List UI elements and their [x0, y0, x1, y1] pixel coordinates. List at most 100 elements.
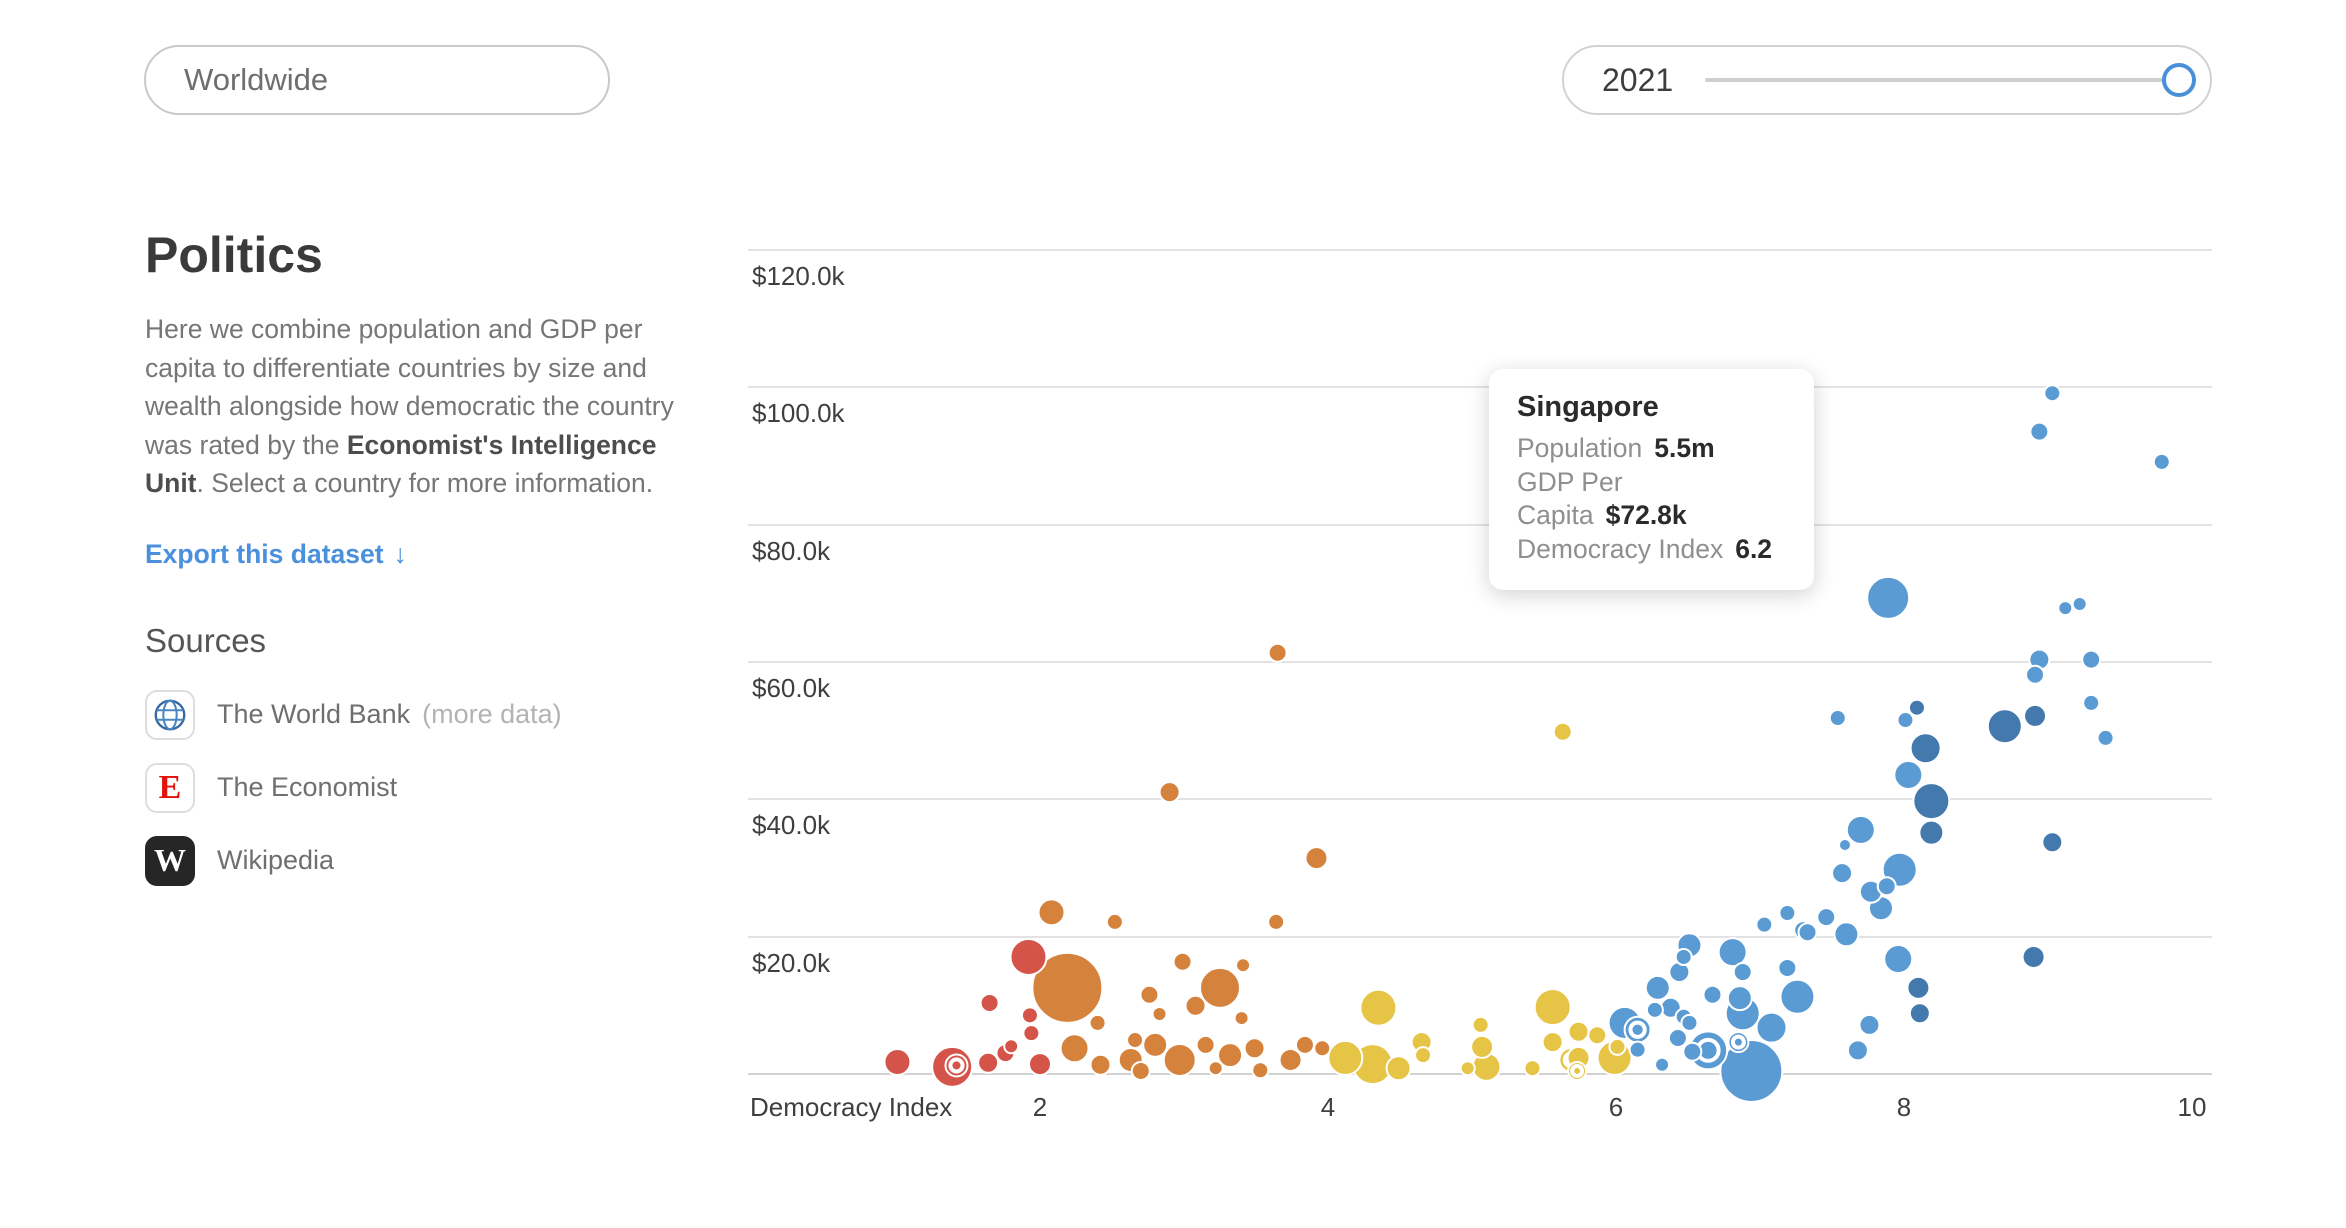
- country-bubble[interactable]: [2082, 693, 2101, 712]
- country-bubble[interactable]: [1846, 1039, 1869, 1062]
- country-bubble[interactable]: [1233, 1010, 1250, 1027]
- country-bubble[interactable]: [883, 1048, 912, 1077]
- country-bubble[interactable]: [948, 1057, 965, 1074]
- country-bubble[interactable]: [1726, 985, 1753, 1012]
- country-bubble[interactable]: [1667, 1027, 1688, 1048]
- country-bubble[interactable]: [1816, 907, 1837, 928]
- country-bubble[interactable]: [1089, 1053, 1112, 1076]
- country-bubble[interactable]: [1730, 1034, 1746, 1050]
- country-bubble[interactable]: [1587, 1025, 1608, 1046]
- country-bubble[interactable]: [1207, 1060, 1224, 1077]
- country-bubble[interactable]: [2071, 596, 2088, 613]
- country-bubble[interactable]: [1567, 1020, 1590, 1043]
- country-bubble[interactable]: [2023, 703, 2048, 728]
- country-bubble[interactable]: [1105, 912, 1124, 931]
- source-more-data-link[interactable]: (more data): [422, 699, 562, 730]
- country-bubble[interactable]: [1139, 984, 1160, 1005]
- country-bubble[interactable]: [1459, 1060, 1476, 1077]
- country-bubble[interactable]: [1654, 1056, 1671, 1073]
- country-bubble[interactable]: [1986, 708, 2023, 745]
- region-selector[interactable]: Worldwide: [144, 45, 610, 115]
- country-bubble[interactable]: [1172, 951, 1193, 972]
- country-bubble[interactable]: [1199, 966, 1241, 1009]
- country-bubble[interactable]: [1719, 1038, 1784, 1103]
- country-bubble[interactable]: [1570, 1063, 1585, 1078]
- country-bubble[interactable]: [1778, 904, 1797, 923]
- country-bubble[interactable]: [1907, 698, 1926, 717]
- country-bubble[interactable]: [1385, 1055, 1412, 1082]
- source-item-economist[interactable]: E The Economist: [145, 762, 685, 813]
- country-bubble[interactable]: [1876, 876, 1897, 897]
- country-bubble[interactable]: [1031, 951, 1104, 1024]
- country-bubble[interactable]: [1471, 1015, 1490, 1034]
- country-bubble[interactable]: [1845, 814, 1876, 845]
- country-bubble[interactable]: [1828, 708, 1847, 727]
- country-bubble[interactable]: [1009, 937, 1048, 976]
- country-bubble[interactable]: [1918, 819, 1945, 846]
- country-bubble[interactable]: [1779, 978, 1816, 1015]
- country-bubble[interactable]: [1470, 1034, 1495, 1059]
- country-bubble[interactable]: [1304, 846, 1329, 871]
- year-slider-handle[interactable]: [2162, 63, 2196, 97]
- country-bubble[interactable]: [1552, 721, 1573, 742]
- country-bubble[interactable]: [1909, 732, 1942, 765]
- country-bubble[interactable]: [1158, 781, 1181, 804]
- country-bubble[interactable]: [977, 1051, 1000, 1074]
- country-bubble[interactable]: [1858, 1013, 1881, 1036]
- country-bubble[interactable]: [1893, 759, 1924, 790]
- source-item-wikipedia[interactable]: W Wikipedia: [145, 835, 685, 886]
- country-bubble[interactable]: [2043, 384, 2062, 403]
- country-bubble[interactable]: [1130, 1060, 1151, 1081]
- country-bubble[interactable]: [979, 992, 1000, 1013]
- country-bubble[interactable]: [1755, 1011, 1788, 1044]
- country-bubble[interactable]: [1294, 1034, 1315, 1055]
- export-dataset-link[interactable]: Export this dataset ↓: [145, 539, 407, 570]
- country-bubble[interactable]: [1755, 915, 1774, 934]
- country-bubble[interactable]: [1533, 988, 1572, 1027]
- country-bubble[interactable]: [1313, 1039, 1332, 1058]
- country-bubble[interactable]: [1142, 1031, 1169, 1058]
- country-bubble[interactable]: [1022, 1024, 1041, 1043]
- country-bubble[interactable]: [1644, 974, 1671, 1001]
- country-bubble[interactable]: [1003, 1038, 1020, 1055]
- country-bubble[interactable]: [1628, 1020, 1647, 1039]
- source-item-world-bank[interactable]: The World Bank (more data): [145, 689, 685, 740]
- country-bubble[interactable]: [1883, 944, 1914, 975]
- country-bubble[interactable]: [1327, 1039, 1364, 1076]
- country-bubble[interactable]: [2096, 728, 2115, 747]
- country-bubble[interactable]: [2152, 452, 2171, 471]
- country-bubble[interactable]: [1906, 975, 1931, 1000]
- country-bubble[interactable]: [1777, 957, 1798, 978]
- country-bubble[interactable]: [1523, 1059, 1542, 1078]
- country-bubble[interactable]: [1732, 962, 1753, 983]
- country-bubble[interactable]: [2029, 421, 2050, 442]
- country-bubble[interactable]: [1088, 1013, 1107, 1032]
- country-bubble[interactable]: [1831, 862, 1854, 885]
- country-bubble[interactable]: [1037, 898, 1066, 927]
- country-bubble[interactable]: [1217, 1042, 1244, 1069]
- country-bubble[interactable]: [1541, 1031, 1564, 1054]
- country-bubble[interactable]: [1278, 1047, 1303, 1072]
- country-bubble[interactable]: [1797, 922, 1818, 943]
- country-bubble[interactable]: [1837, 838, 1852, 853]
- country-bubble[interactable]: [1126, 1031, 1145, 1050]
- country-bubble[interactable]: [1267, 912, 1286, 931]
- country-bubble[interactable]: [1414, 1046, 1433, 1065]
- country-bubble[interactable]: [1028, 1052, 1052, 1077]
- country-bubble[interactable]: [1674, 947, 1693, 966]
- country-bubble[interactable]: [1243, 1037, 1266, 1060]
- country-bubble[interactable]: [2025, 664, 2046, 685]
- country-bubble[interactable]: [1184, 994, 1207, 1017]
- country-bubble[interactable]: [1833, 921, 1860, 948]
- country-bubble[interactable]: [1251, 1061, 1270, 1080]
- country-bubble[interactable]: [2041, 831, 2064, 854]
- country-bubble[interactable]: [1162, 1042, 1197, 1077]
- country-bubble[interactable]: [1912, 782, 1951, 821]
- country-bubble[interactable]: [2057, 600, 2074, 617]
- country-bubble[interactable]: [2021, 944, 2046, 969]
- country-bubble[interactable]: [1151, 1005, 1168, 1022]
- country-bubble[interactable]: [1628, 1040, 1647, 1059]
- year-slider[interactable]: 2021: [1562, 45, 2212, 115]
- country-bubble[interactable]: [1059, 1033, 1090, 1064]
- country-bubble[interactable]: [1702, 984, 1723, 1005]
